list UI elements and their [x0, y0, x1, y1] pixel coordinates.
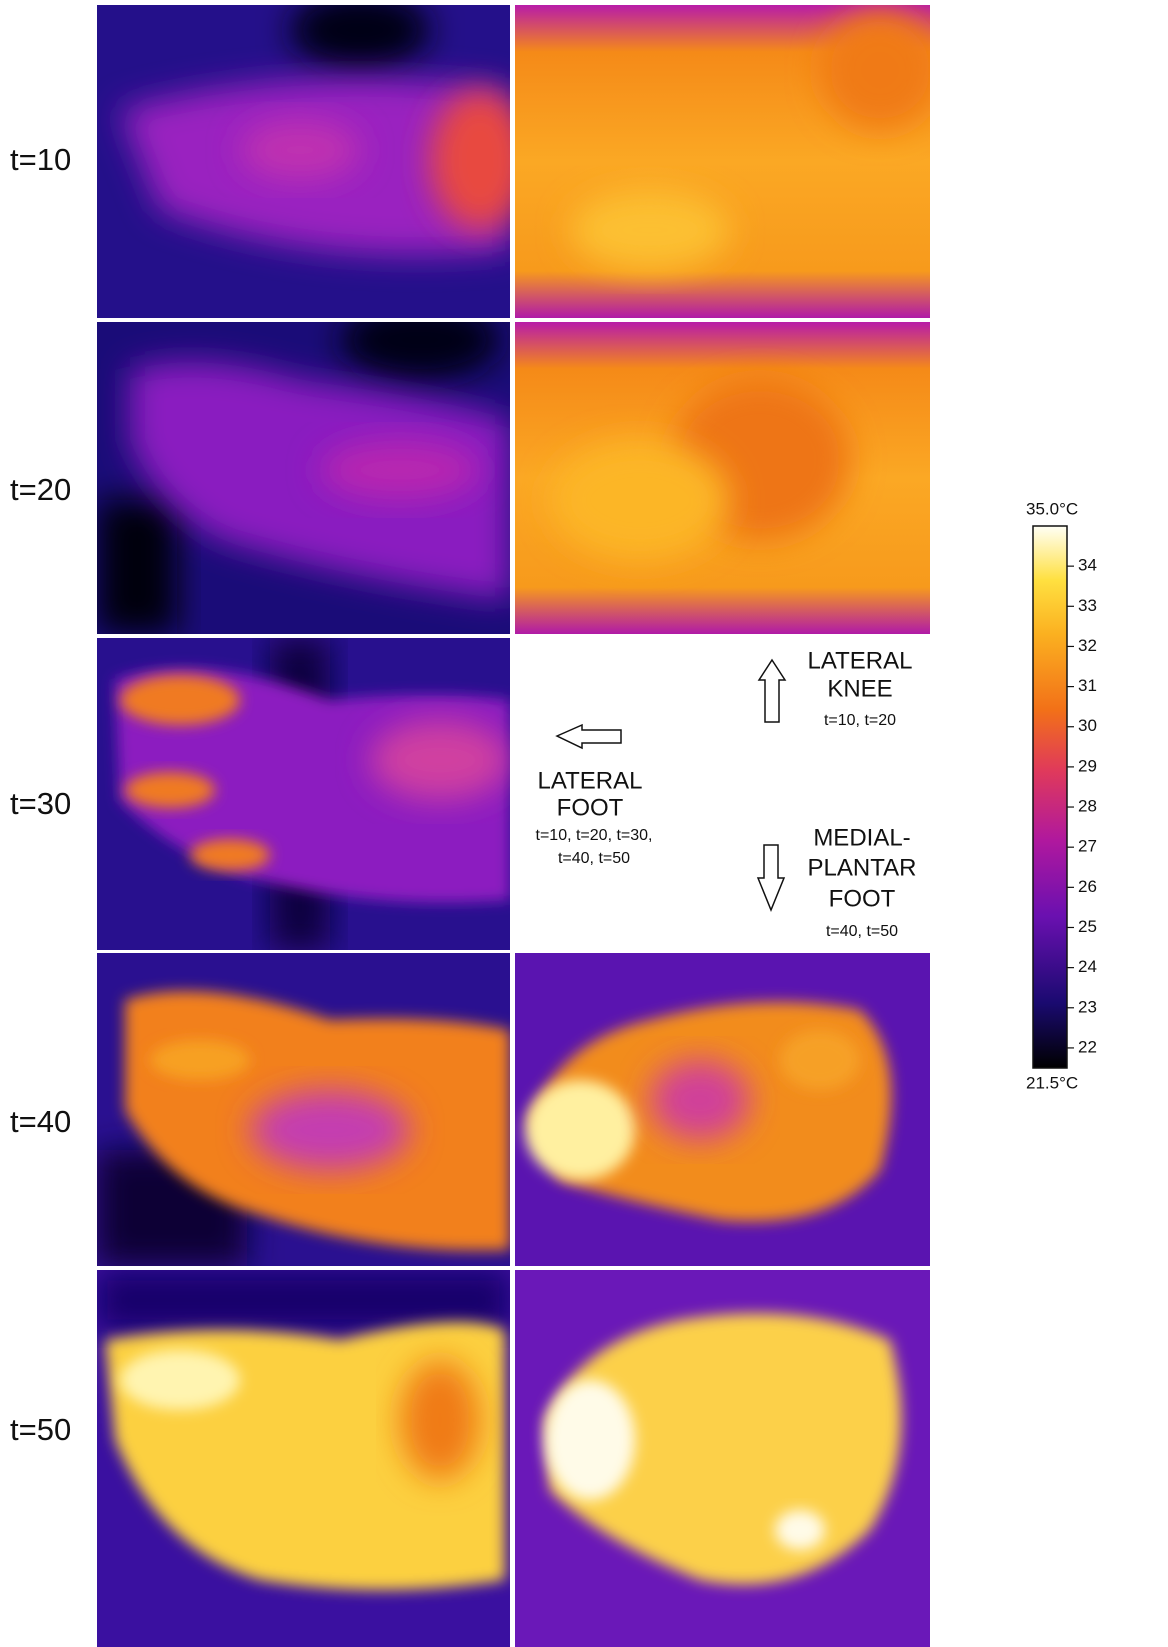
up-arrow [759, 660, 785, 722]
row-label: t=20 [10, 472, 71, 507]
annotation: t=40, t=50 [826, 923, 898, 940]
annotation: MEDIAL- [813, 824, 910, 851]
annotation: KNEE [827, 675, 892, 702]
thermal-image [97, 953, 510, 1266]
colorbar-tick-label: 26 [1078, 877, 1097, 896]
thermal-image [97, 300, 510, 634]
thermal-image [97, 638, 510, 950]
annotation: LATERAL [538, 767, 643, 794]
row-label: t=10 [10, 142, 71, 177]
colorbar-tick-label: 32 [1078, 636, 1097, 655]
row-label: t=30 [10, 786, 71, 821]
row-label: t=40 [10, 1104, 71, 1139]
row-label: t=50 [10, 1412, 71, 1447]
colorbar [1033, 526, 1067, 1068]
annotation: PLANTAR [808, 854, 917, 881]
colorbar-tick-label: 24 [1078, 957, 1097, 976]
annotation: t=10, t=20 [824, 712, 896, 729]
colorbar-max-label: 35.0°C [1026, 499, 1078, 518]
colorbar-tick-label: 25 [1078, 917, 1097, 936]
left-arrow [557, 725, 621, 748]
annotation: FOOT [557, 794, 624, 821]
annotation: t=40, t=50 [558, 850, 630, 867]
colorbar-tick-label: 33 [1078, 596, 1097, 615]
thermal-image [515, 1270, 930, 1647]
annotation: LATERAL [808, 647, 913, 674]
colorbar-tick-label: 28 [1078, 797, 1097, 816]
colorbar-tick-label: 31 [1078, 676, 1097, 695]
colorbar-tick-label: 30 [1078, 716, 1097, 735]
thermal-image [97, 0, 530, 318]
colorbar-tick-label: 22 [1078, 1037, 1097, 1056]
colorbar-tick-label: 29 [1078, 756, 1097, 775]
thermal-image [515, 953, 930, 1266]
annotation: t=10, t=20, t=30, [536, 827, 653, 844]
colorbar-tick-label: 27 [1078, 837, 1097, 856]
thermal-image [515, 322, 930, 634]
page: {"rows": ["t=10", "t=20", "t=30", "t=40"… [0, 0, 1168, 1647]
colorbar-min-label: 21.5°C [1026, 1073, 1078, 1092]
down-arrow [758, 845, 784, 910]
colorbar-tick-label: 34 [1078, 556, 1097, 575]
annotation: FOOT [829, 885, 896, 912]
thermal-image [515, 5, 940, 318]
colorbar-tick-label: 23 [1078, 997, 1097, 1016]
figure: t=10 t=20 t=30 t=40 t=50 LATERAL KNEE t=… [0, 0, 1168, 1647]
thermal-image [97, 1270, 510, 1647]
